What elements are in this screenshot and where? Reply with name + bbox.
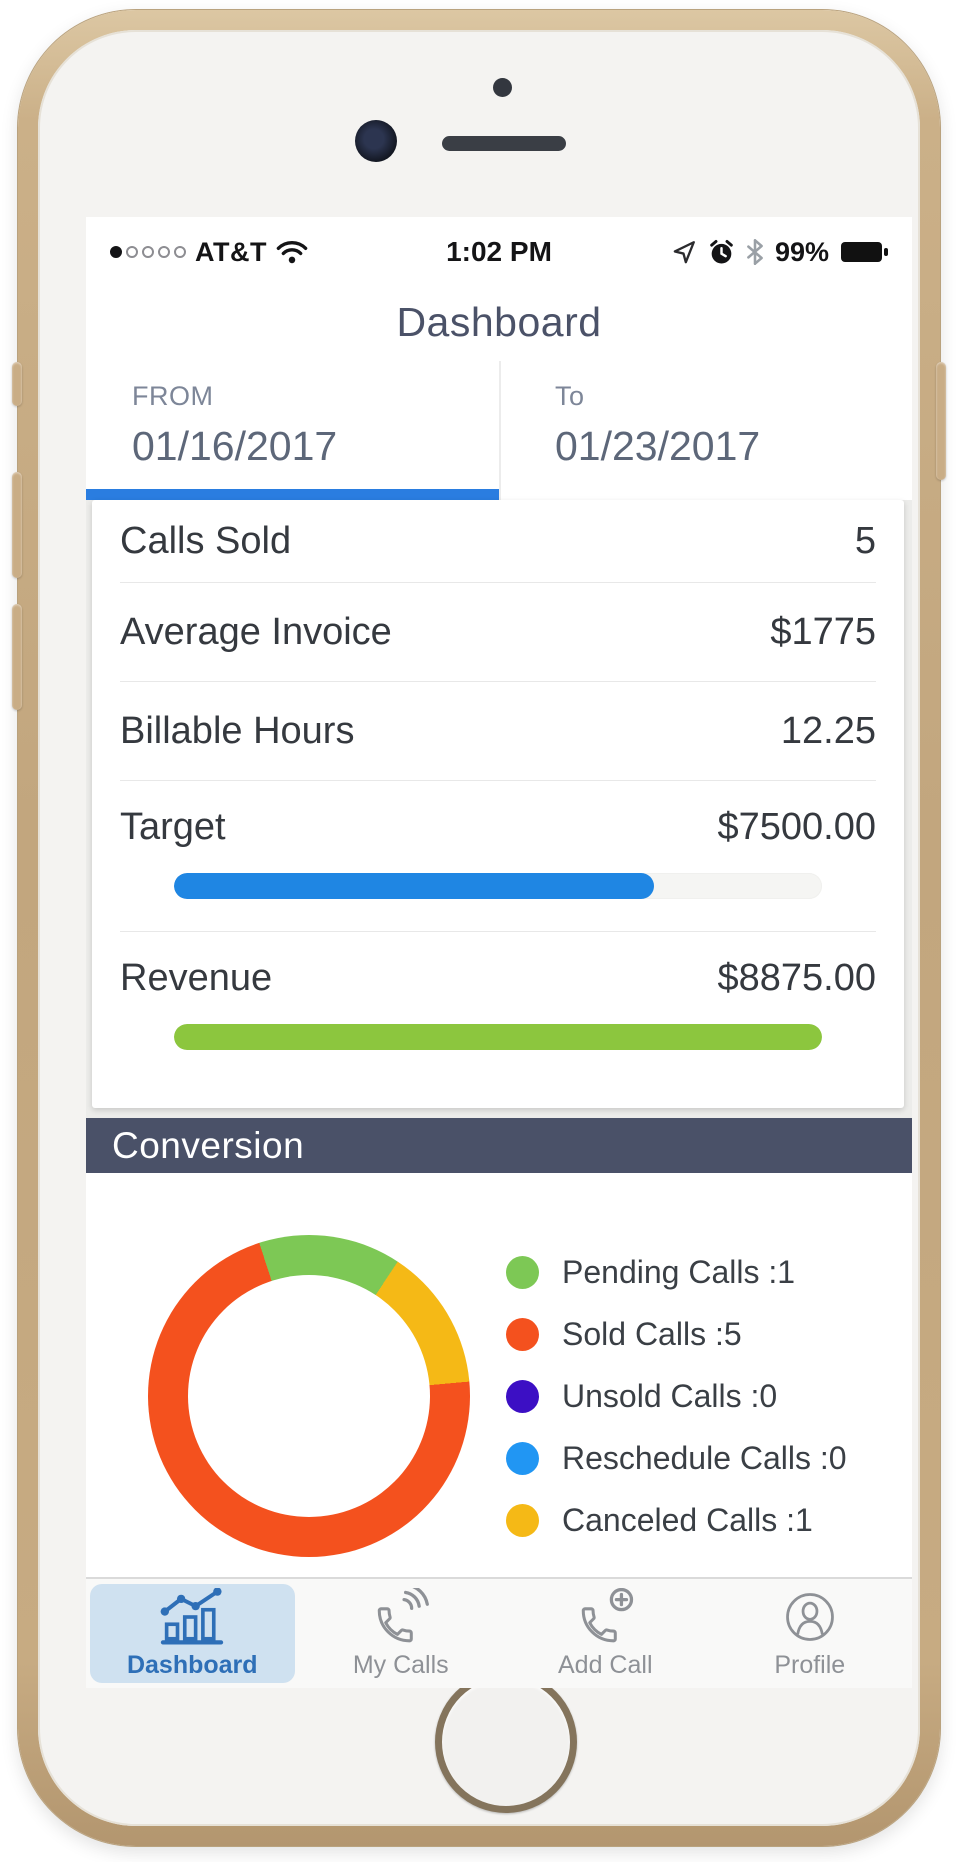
date-range-tabs: FROM 01/16/2017 To 01/23/2017 [86, 361, 912, 500]
home-button[interactable] [435, 1671, 577, 1813]
tab-label: Profile [774, 1650, 846, 1679]
volume-down-button [12, 604, 22, 710]
stat-value: $7500.00 [717, 805, 877, 848]
from-date-tab[interactable]: FROM 01/16/2017 [86, 361, 499, 500]
dashboard-chart-icon [154, 1587, 230, 1646]
wifi-icon [275, 239, 309, 265]
stat-label: Average Invoice [120, 610, 392, 653]
stat-row-revenue: Revenue $8875.00 [120, 932, 876, 1066]
conversion-section-header: Conversion [86, 1118, 912, 1173]
tab-label: My Calls [352, 1650, 449, 1679]
alarm-clock-icon [708, 239, 735, 266]
bluetooth-icon [746, 238, 764, 266]
tab-dashboard[interactable]: Dashboard [90, 1584, 295, 1683]
app-header: AT&T 1:02 PM [86, 217, 912, 363]
legend-dot [506, 1503, 539, 1537]
profile-person-icon [779, 1588, 841, 1646]
cell-signal-icon [110, 246, 186, 258]
legend-label: Reschedule Calls :0 [562, 1439, 847, 1476]
battery-percent-label: 99% [774, 236, 829, 267]
legend-item-reschedule: Reschedule Calls :0 [506, 1427, 847, 1489]
to-date-value: 01/23/2017 [555, 423, 761, 469]
nav-bar: Dashboard [86, 281, 912, 363]
battery-icon [840, 240, 888, 264]
tab-label: Dashboard [126, 1650, 258, 1679]
revenue-progress-track [174, 1024, 822, 1050]
legend-label: Pending Calls :1 [562, 1253, 796, 1290]
target-progress-fill [174, 873, 654, 899]
phone-waves-icon [368, 1587, 434, 1646]
stat-row-average-invoice: Average Invoice $1775 [120, 583, 876, 681]
power-button [936, 362, 946, 480]
tab-my-calls[interactable]: My Calls [299, 1579, 504, 1688]
location-arrow-icon [671, 239, 697, 265]
legend-dot [506, 1441, 539, 1475]
stat-row-target: Target $7500.00 [120, 781, 876, 931]
stat-row-calls-sold: Calls Sold 5 [120, 500, 876, 582]
stat-value: $8875.00 [717, 956, 877, 999]
legend-item-canceled: Canceled Calls :1 [506, 1489, 847, 1551]
to-label: To [555, 381, 585, 411]
legend-dot [506, 1379, 539, 1413]
target-progress-track [174, 873, 822, 899]
front-camera [355, 120, 397, 162]
revenue-progress-fill [174, 1024, 822, 1050]
to-date-tab[interactable]: To 01/23/2017 [499, 361, 912, 500]
stat-value: 5 [854, 519, 876, 562]
legend-label: Canceled Calls :1 [562, 1501, 813, 1538]
legend-item-pending: Pending Calls :1 [506, 1241, 847, 1303]
stat-value: $1775 [770, 610, 876, 653]
stat-label: Billable Hours [120, 709, 355, 752]
stat-label: Calls Sold [120, 519, 292, 562]
stat-label: Revenue [120, 956, 273, 999]
from-label: FROM [132, 381, 214, 411]
carrier-label: AT&T [195, 236, 267, 267]
status-icons: 99% [671, 237, 888, 268]
phone-face: AT&T 1:02 PM [38, 30, 920, 1826]
legend-item-unsold: Unsold Calls :0 [506, 1365, 847, 1427]
clock-label: 1:02 PM [446, 236, 552, 267]
status-bar: AT&T 1:02 PM [86, 217, 912, 281]
stat-value: 12.25 [780, 709, 876, 752]
bottom-tab-bar: Dashboard [86, 1577, 912, 1688]
proximity-sensor [493, 78, 512, 97]
tab-label: Add Call [558, 1650, 653, 1679]
earpiece-speaker [442, 136, 566, 151]
tab-profile[interactable]: Profile [708, 1579, 913, 1688]
page-title: Dashboard [396, 298, 602, 345]
from-date-value: 01/16/2017 [132, 423, 338, 469]
legend-label: Sold Calls :5 [562, 1315, 742, 1352]
legend-dot [506, 1255, 539, 1289]
stat-row-billable-hours: Billable Hours 12.25 [120, 682, 876, 780]
conversion-legend: Pending Calls :1 Sold Calls :5 Unsold Ca… [506, 1241, 847, 1551]
app-screen: AT&T 1:02 PM [86, 217, 912, 1688]
tab-add-call[interactable]: Add Call [503, 1579, 708, 1688]
legend-label: Unsold Calls :0 [562, 1377, 778, 1414]
active-tab-underline [86, 489, 499, 500]
conversion-title: Conversion [112, 1125, 305, 1166]
stats-card: Calls Sold 5 Average Invoice $1775 Billa… [92, 500, 904, 1108]
volume-up-button [12, 472, 22, 578]
mute-switch [12, 362, 22, 406]
conversion-chart-section: Pending Calls :1 Sold Calls :5 Unsold Ca… [86, 1173, 912, 1577]
phone-plus-icon [572, 1587, 638, 1646]
conversion-donut [148, 1235, 470, 1557]
iphone-frame: AT&T 1:02 PM [12, 10, 946, 1846]
stat-label: Target [120, 805, 226, 848]
legend-item-sold: Sold Calls :5 [506, 1303, 847, 1365]
legend-dot [506, 1317, 539, 1351]
